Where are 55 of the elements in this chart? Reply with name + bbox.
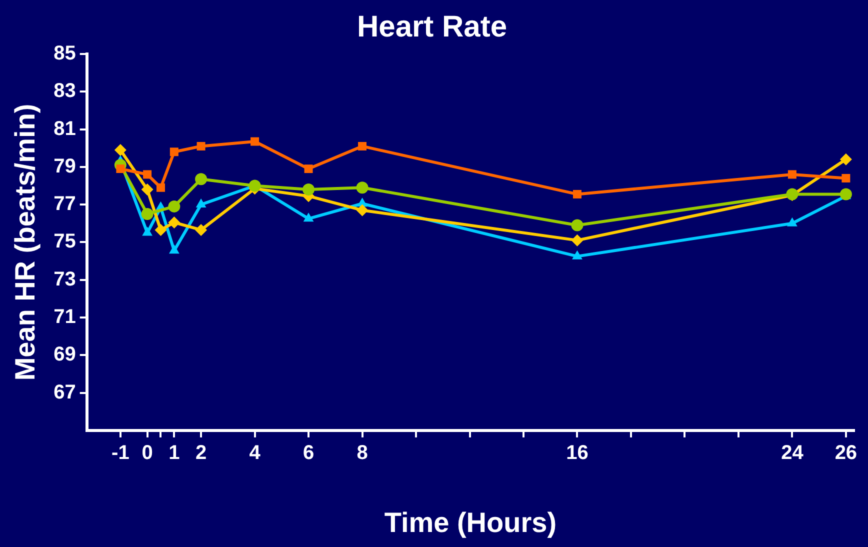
x-tick-label: 1 bbox=[168, 442, 180, 464]
x-tick-label: 2 bbox=[195, 442, 207, 464]
y-tick-label: 67 bbox=[54, 381, 76, 404]
x-tick-label: 4 bbox=[249, 442, 262, 464]
point bbox=[356, 204, 368, 216]
point bbox=[154, 224, 167, 236]
point bbox=[842, 174, 850, 182]
y-tick-label: 71 bbox=[54, 306, 76, 328]
point bbox=[168, 244, 180, 254]
point bbox=[571, 234, 584, 246]
chart-title: Heart Rate bbox=[356, 10, 508, 44]
y-tick-label: 85 bbox=[54, 42, 76, 65]
point bbox=[358, 142, 367, 150]
point bbox=[304, 164, 313, 174]
point bbox=[250, 137, 260, 146]
point bbox=[142, 226, 152, 236]
x-tick-label: 6 bbox=[302, 442, 314, 464]
y-tick-label: 77 bbox=[54, 193, 76, 216]
point bbox=[143, 170, 152, 179]
x-tick-label: -1 bbox=[112, 442, 130, 464]
point bbox=[572, 190, 582, 198]
point bbox=[303, 212, 314, 222]
point bbox=[196, 142, 206, 150]
x-tick-label: 8 bbox=[356, 442, 368, 464]
x-axis-title: Time (Hours) bbox=[384, 506, 557, 538]
y-tick-label: 79 bbox=[54, 155, 76, 178]
x-tick-label: 26 bbox=[834, 442, 858, 464]
x-tick-label: 24 bbox=[781, 442, 804, 464]
point bbox=[248, 180, 261, 192]
y-tick-label: 83 bbox=[54, 80, 76, 102]
y-tick-label: 75 bbox=[54, 230, 76, 253]
point bbox=[168, 200, 180, 212]
y-tick-label: 73 bbox=[54, 268, 76, 290]
point bbox=[196, 198, 206, 208]
point bbox=[572, 250, 582, 260]
point bbox=[141, 184, 154, 196]
point bbox=[571, 219, 584, 232]
y-axis-title: Mean HR (beats/min) bbox=[10, 104, 41, 381]
y-tick-label: 69 bbox=[54, 344, 76, 366]
point bbox=[302, 184, 315, 196]
y-tick-label: 81 bbox=[54, 118, 76, 140]
point bbox=[788, 170, 796, 179]
point bbox=[195, 224, 208, 236]
x-tick-label: 16 bbox=[566, 442, 588, 464]
point bbox=[116, 164, 125, 174]
point bbox=[170, 148, 178, 156]
point bbox=[195, 173, 208, 186]
point bbox=[168, 216, 180, 228]
point bbox=[787, 217, 798, 226]
x-tick-label: 0 bbox=[142, 442, 153, 464]
point bbox=[356, 182, 368, 194]
point bbox=[141, 208, 154, 220]
point bbox=[156, 183, 165, 192]
point bbox=[114, 144, 126, 156]
point bbox=[840, 153, 852, 166]
